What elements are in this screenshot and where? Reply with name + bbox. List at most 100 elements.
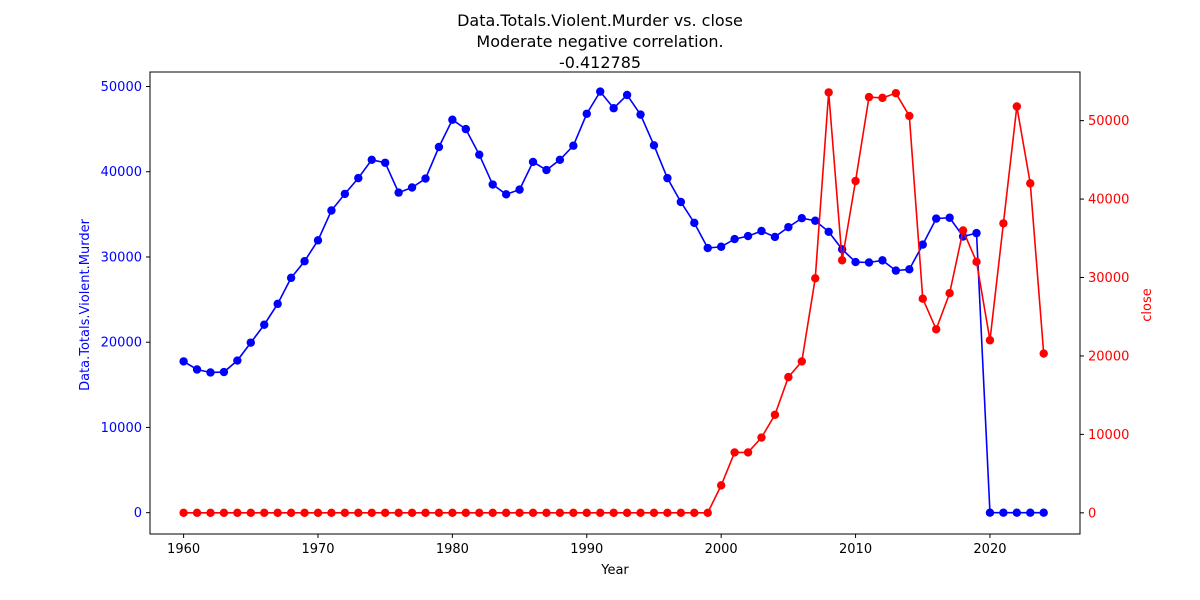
murder-data-point	[972, 228, 981, 238]
close-data-point	[905, 111, 914, 121]
murder-data-point	[918, 240, 927, 249]
murder-data-point	[528, 157, 538, 167]
murder-data-point	[542, 165, 551, 175]
close-data-point	[609, 508, 618, 518]
murder-data-point	[878, 256, 887, 265]
murder-data-point	[757, 226, 766, 236]
murder-data-point	[286, 273, 296, 283]
murder-data-point	[1039, 508, 1048, 517]
murder-data-point	[932, 214, 941, 223]
close-data-point	[434, 508, 444, 518]
close-data-point	[582, 508, 591, 518]
close-series-line	[183, 92, 1045, 514]
murder-data-point	[394, 188, 403, 197]
murder-data-point	[891, 266, 901, 275]
murder-data-point	[1026, 508, 1035, 517]
murder-data-point	[649, 141, 659, 150]
right-y-axis-label: close	[1140, 288, 1155, 321]
murder-data-point	[219, 367, 229, 377]
murder-data-point	[501, 190, 511, 199]
murder-data-point	[905, 265, 914, 274]
murder-data-point	[622, 90, 632, 100]
x-tick-label: 2000	[705, 542, 738, 557]
murder-data-point	[555, 155, 565, 164]
left-y-tick-label: 50000	[101, 80, 142, 95]
murder-data-point	[434, 142, 444, 152]
murder-data-point	[448, 115, 457, 124]
murder-data-point	[461, 124, 471, 134]
close-data-point	[797, 357, 807, 366]
murder-data-point	[475, 150, 484, 159]
left-y-axis-label: Data.Totals.Violent.Murder	[78, 218, 93, 391]
close-data-point	[233, 508, 242, 518]
close-data-point	[743, 448, 753, 457]
murder-data-point	[206, 368, 215, 377]
murder-data-point	[999, 508, 1008, 517]
murder-data-point	[421, 174, 430, 183]
close-data-point	[300, 508, 309, 518]
series-layer	[179, 87, 1048, 518]
murder-data-point	[488, 180, 497, 189]
close-data-point	[461, 508, 471, 518]
left-y-tick-label: 40000	[101, 165, 142, 180]
close-data-point	[757, 433, 766, 442]
murder-data-point	[743, 231, 753, 241]
x-tick-label: 1960	[167, 542, 200, 557]
murder-data-point	[609, 104, 618, 113]
x-tick-label: 1990	[570, 542, 603, 557]
close-data-point	[958, 226, 968, 235]
murder-data-point	[690, 218, 699, 228]
close-data-point	[260, 508, 269, 518]
close-data-point	[515, 508, 524, 518]
murder-data-point	[797, 213, 807, 223]
murder-data-point	[179, 357, 188, 366]
murder-data-point	[945, 213, 954, 222]
close-data-point	[488, 508, 497, 518]
murder-data-point	[676, 197, 686, 207]
right-y-tick-label: 30000	[1088, 271, 1129, 286]
close-data-point	[663, 508, 672, 518]
left-y-tick-label: 10000	[101, 421, 142, 436]
murder-data-point	[327, 206, 336, 215]
murder-data-point	[246, 338, 255, 347]
close-data-point	[273, 508, 282, 518]
close-data-point	[945, 289, 954, 298]
close-data-point	[380, 508, 390, 518]
close-data-point	[824, 88, 833, 97]
x-tick-label: 2010	[839, 542, 872, 557]
close-data-point	[192, 508, 202, 518]
chart-title-line-1: Data.Totals.Violent.Murder vs. close	[457, 11, 743, 30]
close-data-point	[878, 93, 887, 103]
murder-data-point	[300, 257, 309, 266]
close-data-point	[636, 508, 645, 518]
close-data-point	[179, 508, 188, 518]
x-tick-label: 2020	[973, 542, 1006, 557]
murder-data-point	[811, 216, 820, 225]
close-data-point	[851, 176, 860, 186]
murder-data-point	[770, 232, 780, 242]
close-data-point	[622, 508, 632, 518]
murder-data-point	[340, 189, 350, 199]
murder-data-point	[864, 258, 874, 267]
murder-data-point	[367, 155, 376, 164]
close-data-point	[1039, 349, 1048, 358]
close-data-point	[219, 508, 229, 518]
close-data-point	[394, 508, 403, 518]
right-y-tick-label: 50000	[1088, 114, 1129, 129]
right-y-tick-label: 0	[1088, 506, 1096, 521]
murder-data-point	[824, 227, 833, 237]
x-axis-label: Year	[600, 563, 629, 578]
murder-data-point	[273, 299, 282, 309]
murder-data-point	[313, 236, 323, 245]
right-y-tick-label: 10000	[1088, 428, 1129, 443]
x-tick-label: 1980	[436, 542, 469, 557]
chart-title-line-2: Moderate negative correlation.	[476, 32, 723, 51]
murder-series-line	[183, 90, 1044, 514]
murder-data-point	[407, 183, 417, 192]
close-data-point	[690, 508, 699, 518]
close-data-point	[354, 508, 363, 518]
murder-data-point	[784, 222, 793, 232]
close-data-point	[811, 274, 820, 283]
close-data-point	[1026, 179, 1035, 188]
